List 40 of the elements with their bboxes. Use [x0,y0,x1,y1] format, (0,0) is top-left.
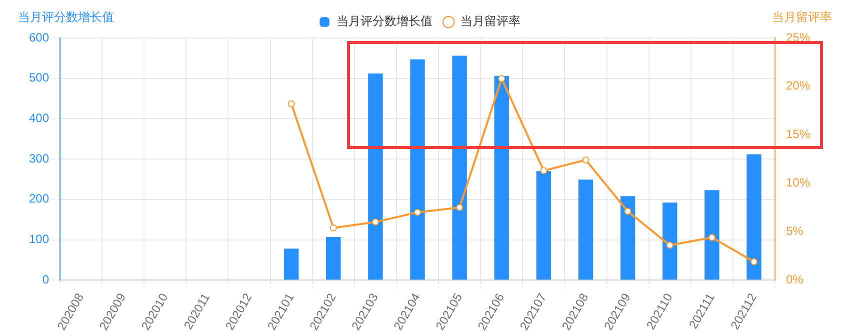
point [624,208,632,215]
y2-tick-label: 20% [786,78,810,93]
point [666,242,674,249]
y-tick-label: 200 [28,192,50,206]
bar [704,190,720,280]
bar [536,171,552,280]
y-tick-label: 400 [28,111,50,126]
bar [494,76,509,280]
y-tick-label: 300 [28,151,50,166]
bar [578,180,594,280]
point [708,234,716,242]
point [498,75,506,82]
legend-label: 当月评分数增长值 [336,14,432,28]
bar [284,248,299,280]
y-tick-label: 100 [28,232,50,246]
bar [326,236,341,280]
point [288,100,295,108]
point [330,224,337,232]
point [582,156,590,164]
legend-label: 当月留评率 [460,14,520,28]
point [414,208,421,216]
bar [452,56,467,280]
y2-tick-label: 10% [786,176,810,190]
y2-tick-label: 15% [786,127,810,142]
y-axis-title: 当月评分数增长值 [18,10,114,24]
y2-axis-title: 当月留评率 [772,10,832,24]
point [750,258,758,266]
y-tick-label: 600 [28,30,50,44]
y2-tick-label: 0% [786,272,804,286]
point [372,218,379,226]
y-tick-label: 0 [42,272,50,286]
bar [410,59,425,280]
bar [620,196,636,280]
y2-tick-label: 5% [786,224,804,238]
point [540,167,548,174]
bar [368,74,383,280]
y-tick-label: 500 [28,70,50,85]
bar [746,154,762,280]
point [456,204,464,211]
bar [662,202,678,280]
